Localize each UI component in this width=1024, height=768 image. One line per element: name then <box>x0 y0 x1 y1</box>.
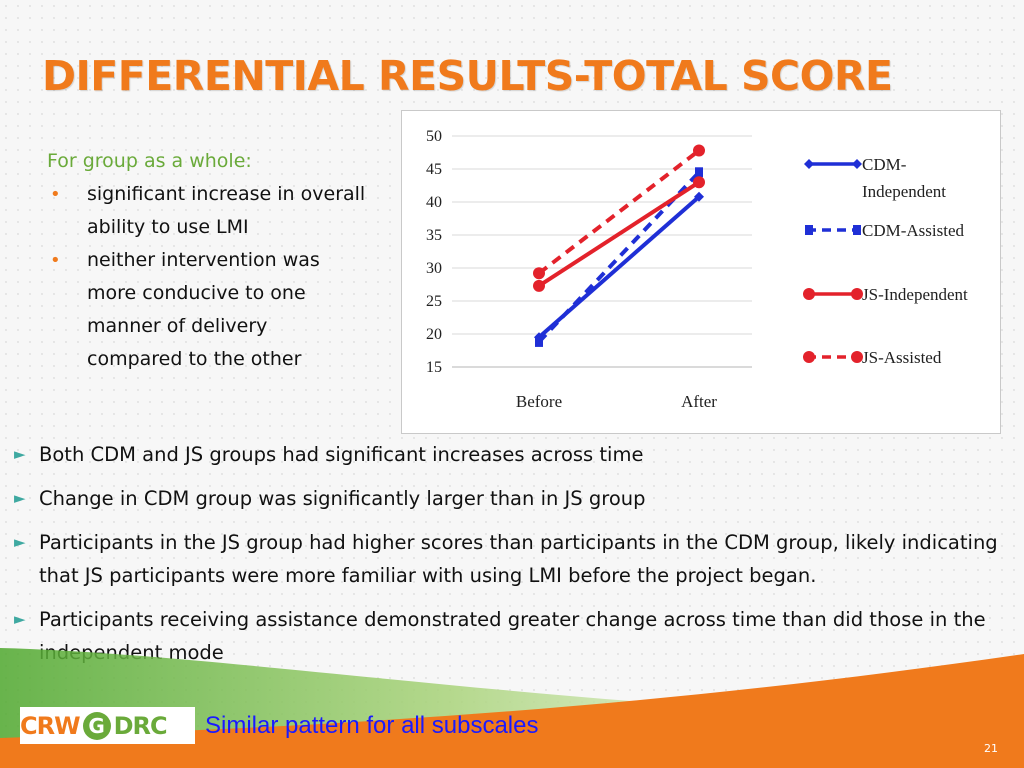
main-bullet-text: Participants in the JS group had higher … <box>39 531 998 587</box>
line-chart-svg: 15 20 25 30 35 40 45 50 Before After CDM- Independe… <box>426 128 968 411</box>
main-bullet-list: ► Both CDM and JS groups had significant… <box>14 438 1004 680</box>
triangle-right-icon: ► <box>14 489 26 507</box>
footer-note: Similar pattern for all subscales <box>205 712 539 739</box>
logo-text-g: G <box>82 711 111 740</box>
series-line <box>537 180 701 288</box>
triangle-right-icon: ► <box>14 445 26 463</box>
bullet-dot-icon: • <box>50 250 61 271</box>
y-tick-label: 25 <box>426 293 442 310</box>
data-point-marker <box>693 176 705 189</box>
legend-label: CDM-Assisted <box>862 221 965 240</box>
page-number: 21 <box>984 742 998 755</box>
logo-text-crw: CRW <box>20 711 81 740</box>
y-tick-label: 15 <box>426 359 442 376</box>
main-bullet-item: ► Participants receiving assistance demo… <box>14 603 1004 669</box>
main-bullet-item: ► Change in CDM group was significantly … <box>14 482 1004 515</box>
main-bullet-text: Participants receiving assistance demons… <box>39 608 986 664</box>
legend-marker <box>852 159 862 169</box>
y-tick-label: 35 <box>426 227 442 244</box>
main-bullet-text: Change in CDM group was significantly la… <box>39 487 646 510</box>
legend-marker <box>805 225 813 235</box>
legend-label: CDM- <box>862 155 907 174</box>
legend-marker <box>803 288 815 300</box>
data-point-marker <box>533 279 545 292</box>
data-point-marker <box>695 167 703 178</box>
x-tick-label: After <box>681 392 717 411</box>
triangle-right-icon: ► <box>14 610 26 628</box>
x-tick-label: Before <box>516 392 562 411</box>
triangle-right-icon: ► <box>14 533 26 551</box>
legend-marker <box>851 288 863 300</box>
data-point-marker <box>694 191 704 202</box>
left-summary-item-text: neither intervention was more conducive … <box>87 249 320 370</box>
left-summary-item-text: significant increase in overall ability … <box>87 183 366 238</box>
left-summary-item: • neither intervention was more conduciv… <box>47 244 367 376</box>
data-point-marker <box>535 336 543 347</box>
y-tick-label: 30 <box>426 260 442 277</box>
legend-label: Independent <box>862 182 946 201</box>
legend-label: JS-Independent <box>862 285 968 304</box>
y-tick-label: 45 <box>426 161 442 178</box>
left-summary-panel: For group as a whole: • significant incr… <box>47 145 367 376</box>
legend-label: JS-Assisted <box>862 348 942 367</box>
data-point-marker <box>533 267 545 280</box>
slide-title: DIFFERENTIAL RESULTS-TOTAL SCORE <box>42 52 893 100</box>
main-bullet-text: Both CDM and JS groups had significant i… <box>39 443 644 466</box>
main-bullet-item: ► Participants in the JS group had highe… <box>14 526 1004 592</box>
y-tick-label: 50 <box>426 128 442 145</box>
line-chart: 15 20 25 30 35 40 45 50 Before After CDM- Independe… <box>401 110 1001 434</box>
left-summary-item: • significant increase in overall abilit… <box>47 178 367 244</box>
legend-marker <box>853 225 861 235</box>
left-summary-list: • significant increase in overall abilit… <box>47 178 367 376</box>
y-tick-label: 40 <box>426 194 442 211</box>
legend-marker <box>851 351 863 363</box>
crwgdrc-logo: CRW G DRC <box>20 707 195 744</box>
main-bullet-item: ► Both CDM and JS groups had significant… <box>14 438 1004 471</box>
logo-text-drc: DRC <box>113 711 168 740</box>
y-tick-label: 20 <box>426 326 442 343</box>
legend-marker <box>804 159 814 169</box>
bullet-dot-icon: • <box>50 184 61 205</box>
left-summary-heading: For group as a whole: <box>47 150 252 172</box>
legend-marker <box>803 351 815 363</box>
data-point-marker <box>693 144 705 157</box>
